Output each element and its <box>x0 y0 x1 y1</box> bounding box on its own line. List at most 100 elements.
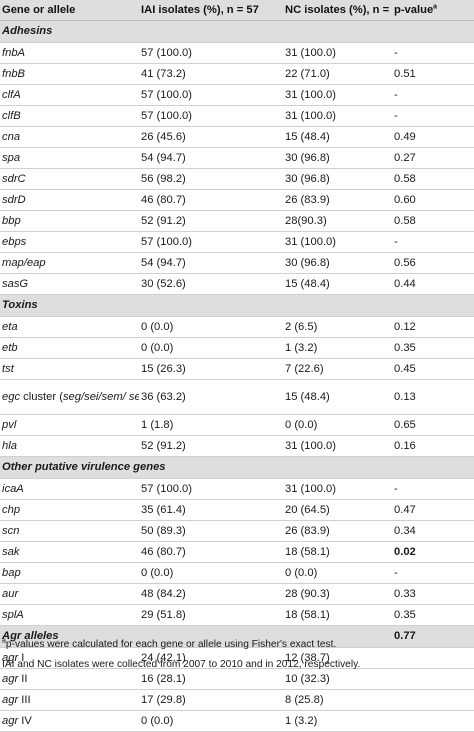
gene-name: map/eap <box>2 256 46 269</box>
gene-name: hla <box>2 439 17 452</box>
section-header-row: Other putative virulence genes <box>0 456 474 479</box>
p-value: - <box>392 231 474 253</box>
gene-cell: agr IV <box>0 710 139 732</box>
p-value <box>392 710 474 732</box>
iai-value: 48 (84.2) <box>139 583 283 605</box>
gene-name: bap <box>2 566 21 579</box>
gene-cell: sak <box>0 541 139 563</box>
table-row: bbp 52 (91.2) 28(90.3) 0.58 <box>0 210 474 232</box>
gene-cell: sdrD <box>0 189 139 211</box>
footnote-mark: a <box>2 637 6 645</box>
gene-cell: splA <box>0 604 139 626</box>
p-value: 0.49 <box>392 126 474 148</box>
table-row: splA 29 (51.8) 18 (58.1) 0.35 <box>0 604 474 626</box>
nc-value: 31 (100.0) <box>283 84 392 106</box>
gene-cell: agr III <box>0 689 139 711</box>
gene-name: splA <box>2 608 24 621</box>
section-title: Agr alleles <box>0 625 392 648</box>
nc-value: 31 (100.0) <box>283 435 392 457</box>
nc-value: 28 (90.3) <box>283 583 392 605</box>
p-value: 0.35 <box>392 604 474 626</box>
gene-cell: bap <box>0 562 139 584</box>
header-iai: IAI isolates (%), n = 57 <box>139 0 283 21</box>
p-value: - <box>392 562 474 584</box>
table-row: sdrC 56 (98.2) 30 (96.8) 0.58 <box>0 168 474 190</box>
nc-value: 15 (48.4) <box>283 126 392 148</box>
gene-name: egc <box>2 390 21 403</box>
table-row: sdrD 46 (80.7) 26 (83.9) 0.60 <box>0 189 474 211</box>
gene-name: aur <box>2 587 19 600</box>
iai-value: 26 (45.6) <box>139 126 283 148</box>
gene-cell: fnbA <box>0 42 139 64</box>
gene-name: sdrD <box>2 193 26 206</box>
p-value: - <box>392 42 474 64</box>
gene-name: sdrC <box>2 172 26 185</box>
table-row: scn 50 (89.3) 26 (83.9) 0.34 <box>0 520 474 542</box>
p-value: 0.58 <box>392 168 474 190</box>
table-row: hla 52 (91.2) 31 (100.0) 0.16 <box>0 435 474 457</box>
section-title: Other putative virulence genes <box>0 456 474 479</box>
section-title: Adhesins <box>0 20 474 43</box>
footnote-text: IAI and NC isolates were collected from … <box>2 659 361 670</box>
nc-value: 8 (25.8) <box>283 689 392 711</box>
gene-name: scn <box>2 524 20 537</box>
gene-cell: tst <box>0 358 139 380</box>
gene-cell: clfA <box>0 84 139 106</box>
nc-value: 15 (48.4) <box>283 379 392 415</box>
header-nc: NC isolates (%), n = 31 <box>283 0 392 21</box>
nc-value: 15 (48.4) <box>283 273 392 295</box>
table-row: clfB 57 (100.0) 31 (100.0) - <box>0 105 474 127</box>
table-row: pvl 1 (1.8) 0 (0.0) 0.65 <box>0 414 474 436</box>
p-value: 0.58 <box>392 210 474 232</box>
iai-value: 17 (29.8) <box>139 689 283 711</box>
table-row: etb 0 (0.0) 1 (3.2) 0.35 <box>0 337 474 359</box>
iai-value: 15 (26.3) <box>139 358 283 380</box>
gene-cell: clfB <box>0 105 139 127</box>
gene-cell: hla <box>0 435 139 457</box>
iai-value: 46 (80.7) <box>139 541 283 563</box>
nc-value: 31 (100.0) <box>283 105 392 127</box>
table-row: sak 46 (80.7) 18 (58.1) 0.02 <box>0 541 474 563</box>
iai-value: 54 (94.7) <box>139 252 283 274</box>
iai-value: 57 (100.0) <box>139 84 283 106</box>
gene-name: cna <box>2 130 21 143</box>
iai-value: 1 (1.8) <box>139 414 283 436</box>
nc-value: 1 (3.2) <box>283 710 392 732</box>
footnote-fisher: ap-values were calculated for each gene … <box>2 635 472 655</box>
allele-label: III <box>18 693 31 706</box>
section-header-row: Toxins <box>0 294 474 317</box>
p-value: 0.27 <box>392 147 474 169</box>
nc-value: 20 (64.5) <box>283 499 392 521</box>
gene-name: etb <box>2 341 18 354</box>
iai-value: 50 (89.3) <box>139 520 283 542</box>
gene-name: sasG <box>2 277 29 290</box>
gene-cell: map/eap <box>0 252 139 274</box>
gene-name: chp <box>2 503 21 516</box>
table-row: agr III 17 (29.8) 8 (25.8) <box>0 689 474 711</box>
iai-value: 0 (0.0) <box>139 710 283 732</box>
section-p-value: 0.77 <box>392 625 474 648</box>
gene-cell: chp <box>0 499 139 521</box>
gene-name: spa <box>2 151 21 164</box>
iai-value: 35 (61.4) <box>139 499 283 521</box>
nc-value: 12 (38.7) <box>283 647 392 669</box>
nc-value: 0 (0.0) <box>283 414 392 436</box>
p-value: 0.16 <box>392 435 474 457</box>
gene-cell: aur <box>0 583 139 605</box>
iai-value: 52 (91.2) <box>139 435 283 457</box>
table-row: chp 35 (61.4) 20 (64.5) 0.47 <box>0 499 474 521</box>
nc-value: 30 (96.8) <box>283 168 392 190</box>
p-value: - <box>392 478 474 500</box>
gene-cell: spa <box>0 147 139 169</box>
table-row: spa 54 (94.7) 30 (96.8) 0.27 <box>0 147 474 169</box>
iai-value: 56 (98.2) <box>139 168 283 190</box>
p-value: 0.45 <box>392 358 474 380</box>
gene-cell: agr I <box>0 647 139 669</box>
gene-name: icaA <box>2 482 24 495</box>
gene-name: seg/sei/sem/ sen/seo/seu <box>62 390 139 403</box>
gene-name: bbp <box>2 214 21 227</box>
gene-cell: scn <box>0 520 139 542</box>
section-header-row: Agr alleles 0.77 <box>0 625 474 648</box>
gene-name: pvl <box>2 418 17 431</box>
p-value <box>392 647 474 669</box>
